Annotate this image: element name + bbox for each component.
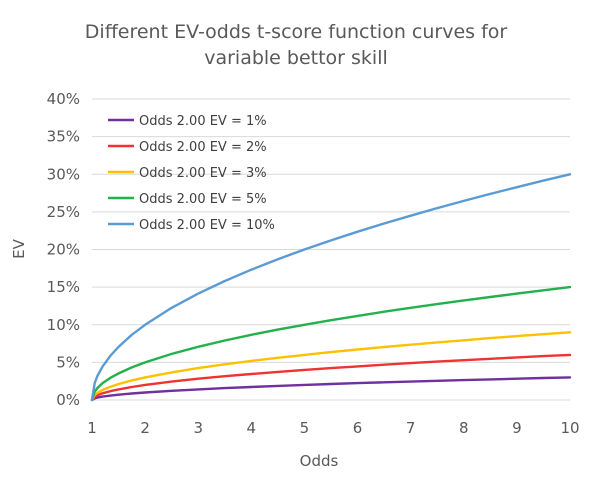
- x-axis-title: Odds: [300, 452, 339, 470]
- legend-item: Odds 2.00 EV = 1%: [108, 114, 267, 129]
- legend-label: Odds 2.00 EV = 5%: [139, 192, 267, 207]
- legend-item: Odds 2.00 EV = 2%: [108, 140, 267, 155]
- y-tick-label: 25%: [47, 203, 80, 221]
- series-line-1: [90, 376, 572, 402]
- x-tick-label: 10: [560, 419, 579, 437]
- series-line-4: [90, 285, 572, 402]
- x-axis-ticks: 1 2 3 4 5 6 7 8 9 10: [87, 419, 579, 437]
- x-tick-label: 2: [140, 419, 150, 437]
- x-tick-label: 9: [512, 419, 522, 437]
- x-tick-label: 7: [406, 419, 416, 437]
- series-line-5: [90, 173, 572, 402]
- legend-label: Odds 2.00 EV = 1%: [139, 114, 267, 129]
- legend: Odds 2.00 EV = 1% Odds 2.00 EV = 2% Odds 2…: [108, 114, 275, 233]
- series-lines: [90, 173, 572, 402]
- legend-item: Odds 2.00 EV = 5%: [108, 192, 267, 207]
- gridlines: [92, 98, 570, 401]
- legend-label: Odds 2.00 EV = 3%: [139, 166, 267, 181]
- x-tick-label: 1: [87, 419, 97, 437]
- legend-label: Odds 2.00 EV = 2%: [139, 140, 267, 155]
- legend-item: Odds 2.00 EV = 10%: [108, 218, 275, 233]
- y-tick-label: 10%: [47, 316, 80, 334]
- y-tick-label: 15%: [47, 278, 80, 296]
- x-tick-label: 8: [459, 419, 469, 437]
- x-tick-label: 4: [247, 419, 257, 437]
- y-tick-label: 40%: [47, 90, 80, 108]
- x-tick-label: 3: [193, 419, 203, 437]
- chart-title-line-1: Different EV-odds t-score function curve…: [85, 21, 508, 43]
- legend-item: Odds 2.00 EV = 3%: [108, 166, 267, 181]
- x-tick-label: 5: [300, 419, 310, 437]
- y-tick-label: 30%: [47, 165, 80, 183]
- series-line-3: [90, 331, 572, 402]
- y-axis-title: EV: [10, 238, 28, 258]
- legend-label: Odds 2.00 EV = 10%: [139, 218, 275, 233]
- y-tick-label: 5%: [56, 353, 80, 371]
- y-tick-label: 0%: [56, 391, 80, 409]
- y-tick-label: 20%: [47, 241, 80, 259]
- x-tick-label: 6: [353, 419, 363, 437]
- y-tick-label: 35%: [47, 128, 80, 146]
- series-line-2: [90, 353, 572, 402]
- chart-title-line-2: variable bettor skill: [204, 47, 388, 69]
- y-axis-ticks: 0% 5% 10% 15% 20% 25% 30% 35% 40%: [47, 90, 80, 409]
